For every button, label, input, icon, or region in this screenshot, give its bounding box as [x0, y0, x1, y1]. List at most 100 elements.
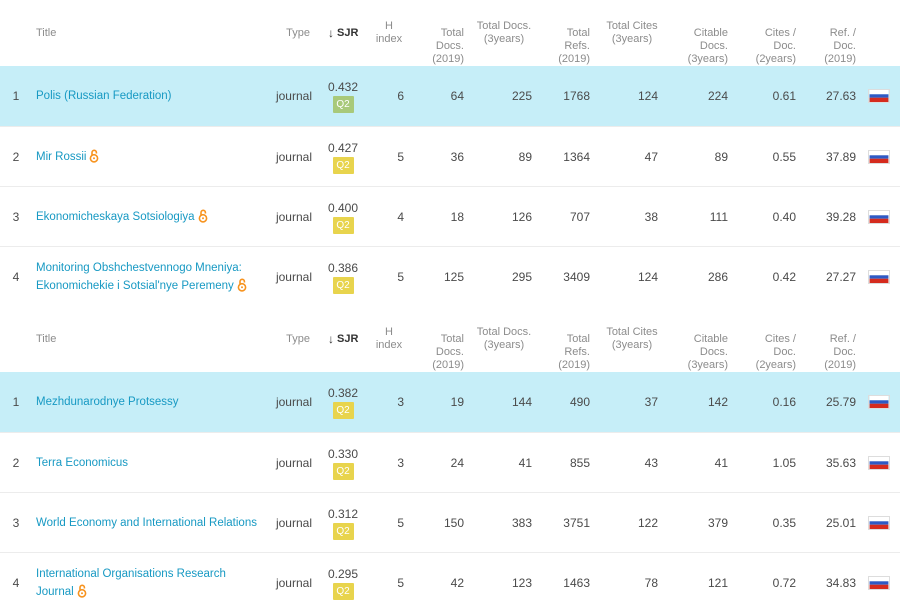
journal-title-link[interactable]: Ekonomicheskaya Sotsiologiya: [36, 208, 208, 226]
journal-title-cell: World Economy and International Relation…: [36, 493, 266, 553]
open-access-icon: [90, 149, 99, 163]
column-header-label: Doc.: [833, 346, 856, 358]
column-header-cites-per-doc[interactable]: Cites / Doc. (2years): [744, 306, 796, 372]
column-header-sjr[interactable]: ↓ SJR: [328, 0, 368, 66]
column-header-label: Type: [286, 332, 310, 345]
total-docs-value: 125: [443, 270, 464, 284]
journal-title-link[interactable]: Mezhdunarodnye Protsessy: [36, 396, 179, 408]
refs-per-doc-value: 39.28: [825, 210, 856, 224]
journal-title-cell: Terra Economicus: [36, 433, 266, 493]
column-header-total-cites[interactable]: Total Cites (3years): [604, 0, 660, 66]
column-header-total-cites[interactable]: Total Cites (3years): [604, 306, 660, 372]
column-header-title[interactable]: Title: [36, 306, 116, 372]
column-header-label: (2019): [558, 53, 590, 65]
column-header-type[interactable]: Type: [262, 0, 310, 66]
rank-number: 2: [12, 456, 20, 470]
country-cell: [866, 553, 892, 606]
column-header-label: index: [375, 339, 403, 351]
citable-docs-value: 41: [714, 456, 728, 470]
h-index-value: 5: [397, 516, 404, 530]
total-cites-value: 38: [644, 210, 658, 224]
refs-per-doc-value: 27.27: [825, 270, 856, 284]
journal-title-link[interactable]: Polis (Russian Federation): [36, 90, 172, 102]
table-row: 3 Ekonomicheskaya Sotsiologiya journal 0…: [0, 186, 900, 247]
rank-number: 1: [12, 395, 20, 409]
quartile-badge: Q2: [332, 95, 354, 113]
sjr-value: 0.382: [327, 385, 359, 400]
total-docs-3years-value: 126: [511, 210, 532, 224]
column-header-label: Doc.: [833, 40, 856, 52]
country-cell: [866, 187, 892, 247]
column-header-refs-per-doc[interactable]: Ref. / Doc. (2019): [806, 306, 856, 372]
column-header-total-refs[interactable]: Total Refs. (2019): [548, 0, 590, 66]
journal-title-text: Ekonomichekie i Sotsial'nye Peremeny: [36, 280, 234, 292]
total-refs-value: 1364: [563, 150, 590, 164]
sjr-value: 0.330: [327, 446, 359, 461]
citable-docs-value: 379: [707, 516, 728, 530]
column-header-total-docs-3years[interactable]: Total Docs. (3years): [474, 0, 534, 66]
cites-per-doc-value: 0.42: [772, 270, 796, 284]
column-header-label: (3years): [687, 359, 728, 371]
quartile-badge: Q2: [332, 582, 354, 600]
column-header-total-refs[interactable]: Total Refs. (2019): [548, 306, 590, 372]
journal-title-link[interactable]: Terra Economicus: [36, 457, 129, 469]
total-cites-value: 124: [637, 89, 658, 103]
journal-title-text: Ekonomicheskaya Sotsiologiya: [36, 211, 195, 223]
total-docs-3years-value: 225: [511, 89, 532, 103]
sjr-value: 0.400: [327, 200, 359, 215]
journal-title-cell: International Organisations Research Jour…: [36, 553, 266, 606]
column-header-sjr[interactable]: ↓ SJR: [328, 306, 368, 372]
total-cites-value: 78: [644, 576, 658, 590]
type-value: journal: [275, 395, 312, 409]
cites-per-doc-value: 0.40: [772, 210, 796, 224]
journal-title-cell: Polis (Russian Federation): [36, 66, 266, 126]
total-docs-3years-value: 144: [511, 395, 532, 409]
column-header-title[interactable]: Title: [36, 0, 116, 66]
column-header-label: Citable: [693, 27, 728, 39]
column-header-total-docs[interactable]: Total Docs. (2019): [420, 306, 464, 372]
journal-title-link[interactable]: World Economy and International Relation…: [36, 517, 257, 529]
refs-per-doc-value: 35.63: [825, 456, 856, 470]
type-value: journal: [275, 210, 312, 224]
total-refs-value: 1463: [563, 576, 590, 590]
table-row: 2 Mir Rossii journal 0.427 Q2 5 36 89 136…: [0, 126, 900, 187]
type-value: journal: [275, 270, 312, 284]
journal-title-link[interactable]: Monitoring Obshchestvennogo Mneniya: Ekon…: [36, 259, 247, 295]
column-header-total-docs-3years[interactable]: Total Docs. (3years): [474, 306, 534, 372]
column-header-cites-per-doc[interactable]: Cites / Doc. (2years): [744, 0, 796, 66]
h-index-value: 3: [397, 395, 404, 409]
column-header-citable-docs[interactable]: Citable Docs. (3years): [676, 0, 728, 66]
journal-title-cell: Monitoring Obshchestvennogo Mneniya: Ekon…: [36, 247, 266, 300]
column-header-label: Total: [566, 27, 590, 39]
column-header-label: Total Docs.: [476, 20, 532, 32]
quartile-badge: Q2: [332, 276, 354, 294]
table-row: 4 Monitoring Obshchestvennogo Mneniya: Ek…: [0, 246, 900, 300]
column-header-label: H: [385, 326, 393, 338]
sjr-cell: 0.432 Q2: [324, 66, 362, 126]
column-header-total-docs[interactable]: Total Docs. (2019): [420, 0, 464, 66]
column-header-label: Title: [36, 332, 57, 345]
column-header-citable-docs[interactable]: Citable Docs. (3years): [676, 306, 728, 372]
total-cites-value: 122: [637, 516, 658, 530]
journal-title-link[interactable]: Mir Rossii: [36, 148, 99, 166]
total-docs-3years-value: 41: [518, 456, 532, 470]
column-header-refs-per-doc[interactable]: Ref. / Doc. (2019): [806, 0, 856, 66]
column-header-label: (3years): [611, 33, 653, 45]
journal-title-link[interactable]: International Organisations Research Jour…: [36, 565, 226, 601]
column-header-label: Refs.: [564, 40, 590, 52]
rank-number: 4: [12, 576, 20, 590]
column-header-type[interactable]: Type: [262, 306, 310, 372]
column-header-label: Docs.: [699, 40, 728, 52]
country-cell: [866, 66, 892, 126]
journal-title-text: Monitoring Obshchestvennogo Mneniya:: [36, 262, 242, 274]
total-docs-value: 19: [450, 395, 464, 409]
column-header-label: H: [385, 20, 393, 32]
country-cell: [866, 433, 892, 493]
sjr-value: 0.386: [327, 260, 359, 275]
column-header-label: (2years): [755, 53, 796, 65]
total-refs-value: 855: [569, 456, 590, 470]
